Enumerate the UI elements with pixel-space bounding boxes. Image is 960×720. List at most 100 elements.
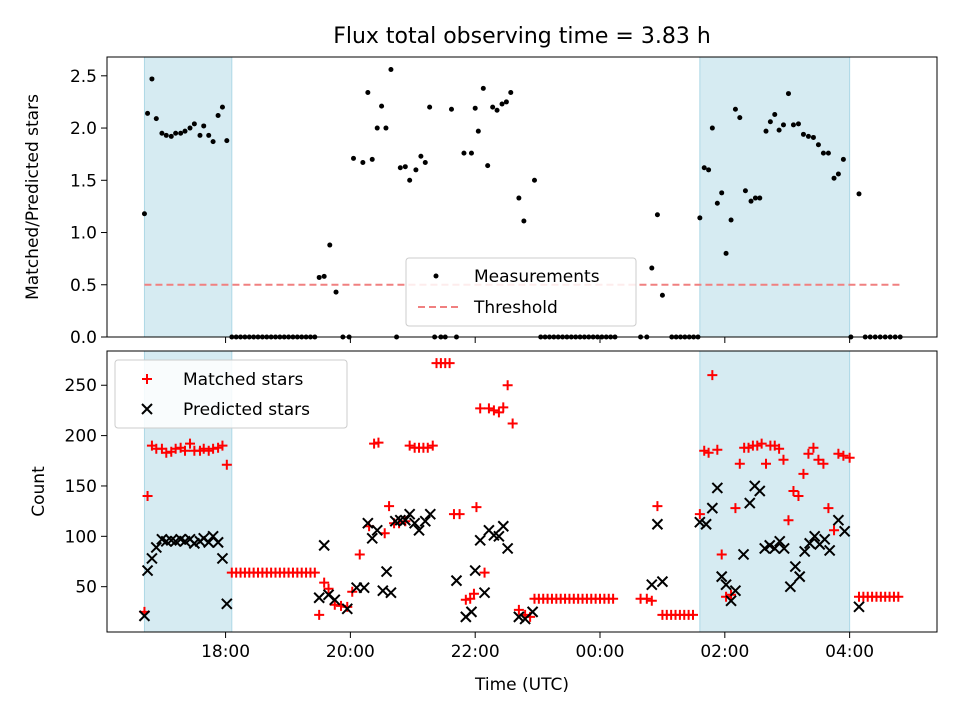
matched-stars-point (703, 447, 714, 458)
matched-stars-point (712, 444, 723, 455)
shaded-interval-2 (699, 350, 851, 633)
matched-stars-point (730, 503, 741, 514)
y-tick-label: 50 (75, 578, 97, 598)
measurements-point (503, 99, 509, 105)
ratio-legend-box (405, 257, 637, 327)
matched-stars-point (384, 501, 395, 512)
predicted-stars-point (737, 548, 750, 561)
measurements-point (210, 139, 216, 145)
matched-stars-point (652, 501, 663, 512)
measurements-point (654, 212, 660, 218)
measurements-point (776, 127, 782, 133)
matched-stars-point (208, 443, 219, 454)
predicted-stars-point (329, 594, 341, 606)
measurements-point (369, 156, 375, 162)
ratio-y-axis-label: Matched/Predicted stars (23, 94, 43, 300)
measurements-point (206, 132, 212, 138)
predicted-stars-point (700, 518, 712, 530)
measurements-point (795, 121, 801, 127)
matched-stars-point (783, 515, 794, 526)
matched-stars-point (778, 454, 789, 465)
matched-stars-point (213, 442, 224, 453)
measurements-point (840, 156, 846, 162)
predicted-stars-point (725, 595, 737, 607)
count-panel: 18:00 20:00 22:00 00:00 02:00 04:00 50 100 150 2… (29, 350, 938, 695)
measurements-point (402, 164, 408, 170)
y-tick-label: 1.0 (70, 224, 97, 244)
y-tick-label: 200 (65, 427, 97, 447)
predicted-stars-point (474, 534, 486, 547)
measurements-point (215, 113, 221, 119)
matched-stars-point (483, 403, 494, 414)
measurements-point (815, 142, 821, 148)
measurements-point (780, 122, 786, 128)
matched-stars-point (323, 583, 334, 594)
predicted-stars-point (146, 552, 158, 565)
matched-stars-point (641, 593, 652, 604)
x-tick-label: 02:00 (700, 642, 749, 662)
measurements-point (831, 175, 837, 181)
predicted-stars-point (358, 581, 370, 594)
matched-stars-point (743, 442, 754, 453)
measurements-point (201, 123, 207, 129)
measurements-point (191, 121, 197, 127)
measurements-point (141, 211, 147, 217)
measurements-point (790, 122, 796, 128)
ratio-legend: Measurements Threshold (405, 257, 637, 327)
matched-stars-point (608, 593, 619, 604)
measurements-point (737, 115, 743, 121)
measurements-point (351, 155, 357, 161)
measurements-point (413, 167, 419, 173)
chart-title: Flux total observing time = 3.83 h (333, 24, 711, 49)
measurements-point (697, 215, 703, 221)
y-tick-label: 250 (65, 376, 97, 396)
legend-label-predicted: Predicted stars (183, 400, 310, 420)
predicted-stars-point (823, 544, 836, 557)
matched-stars-point (694, 509, 705, 520)
matched-stars-point (221, 459, 232, 470)
count-legend-box (114, 359, 348, 429)
y-tick-label: 100 (65, 527, 97, 547)
measurements-point (327, 242, 333, 248)
measurements-point (649, 265, 655, 271)
measurements-point (835, 171, 841, 177)
measurements-point (767, 119, 773, 125)
measurements-point (494, 107, 500, 113)
matched-stars-point (475, 403, 486, 414)
matched-stars-point (756, 438, 767, 449)
measurements-point (422, 160, 428, 166)
predicted-stars-point (769, 542, 781, 555)
predicted-stars-point (493, 530, 505, 543)
matched-stars-point (844, 452, 855, 463)
measurements-point (772, 111, 778, 117)
measurements-point (149, 76, 155, 82)
matched-stars-point (788, 485, 799, 496)
predicted-stars-point (341, 603, 353, 615)
measurements-point (178, 130, 184, 136)
predicted-stars-point (513, 611, 525, 623)
predicted-stars-point (853, 601, 865, 613)
predicted-stars-point (711, 482, 724, 494)
predicted-stars-point (150, 541, 163, 554)
predicted-stars-point (424, 508, 436, 520)
legend-marker-matched (142, 374, 152, 384)
predicted-stars-point (371, 524, 383, 536)
matched-stars-point (460, 594, 471, 605)
measurements-point (321, 273, 327, 279)
matched-stars-point (734, 458, 745, 469)
measurements-point (757, 195, 763, 201)
measurements-point (508, 90, 514, 96)
measurements-point (521, 218, 527, 224)
predicted-stars-point (478, 587, 491, 599)
count-legend: Matched stars Predicted stars (114, 359, 348, 429)
predicted-stars-point (789, 560, 802, 573)
predicted-stars-point (803, 537, 816, 550)
measurements-point (333, 289, 339, 295)
predicted-stars-point (694, 516, 706, 528)
predicted-stars-point (838, 525, 851, 537)
shaded-interval-2 (699, 56, 851, 338)
matched-stars-point (687, 609, 698, 620)
matched-stars-point (513, 604, 524, 615)
measurements-point (461, 150, 467, 156)
predicted-stars-point (138, 610, 151, 622)
